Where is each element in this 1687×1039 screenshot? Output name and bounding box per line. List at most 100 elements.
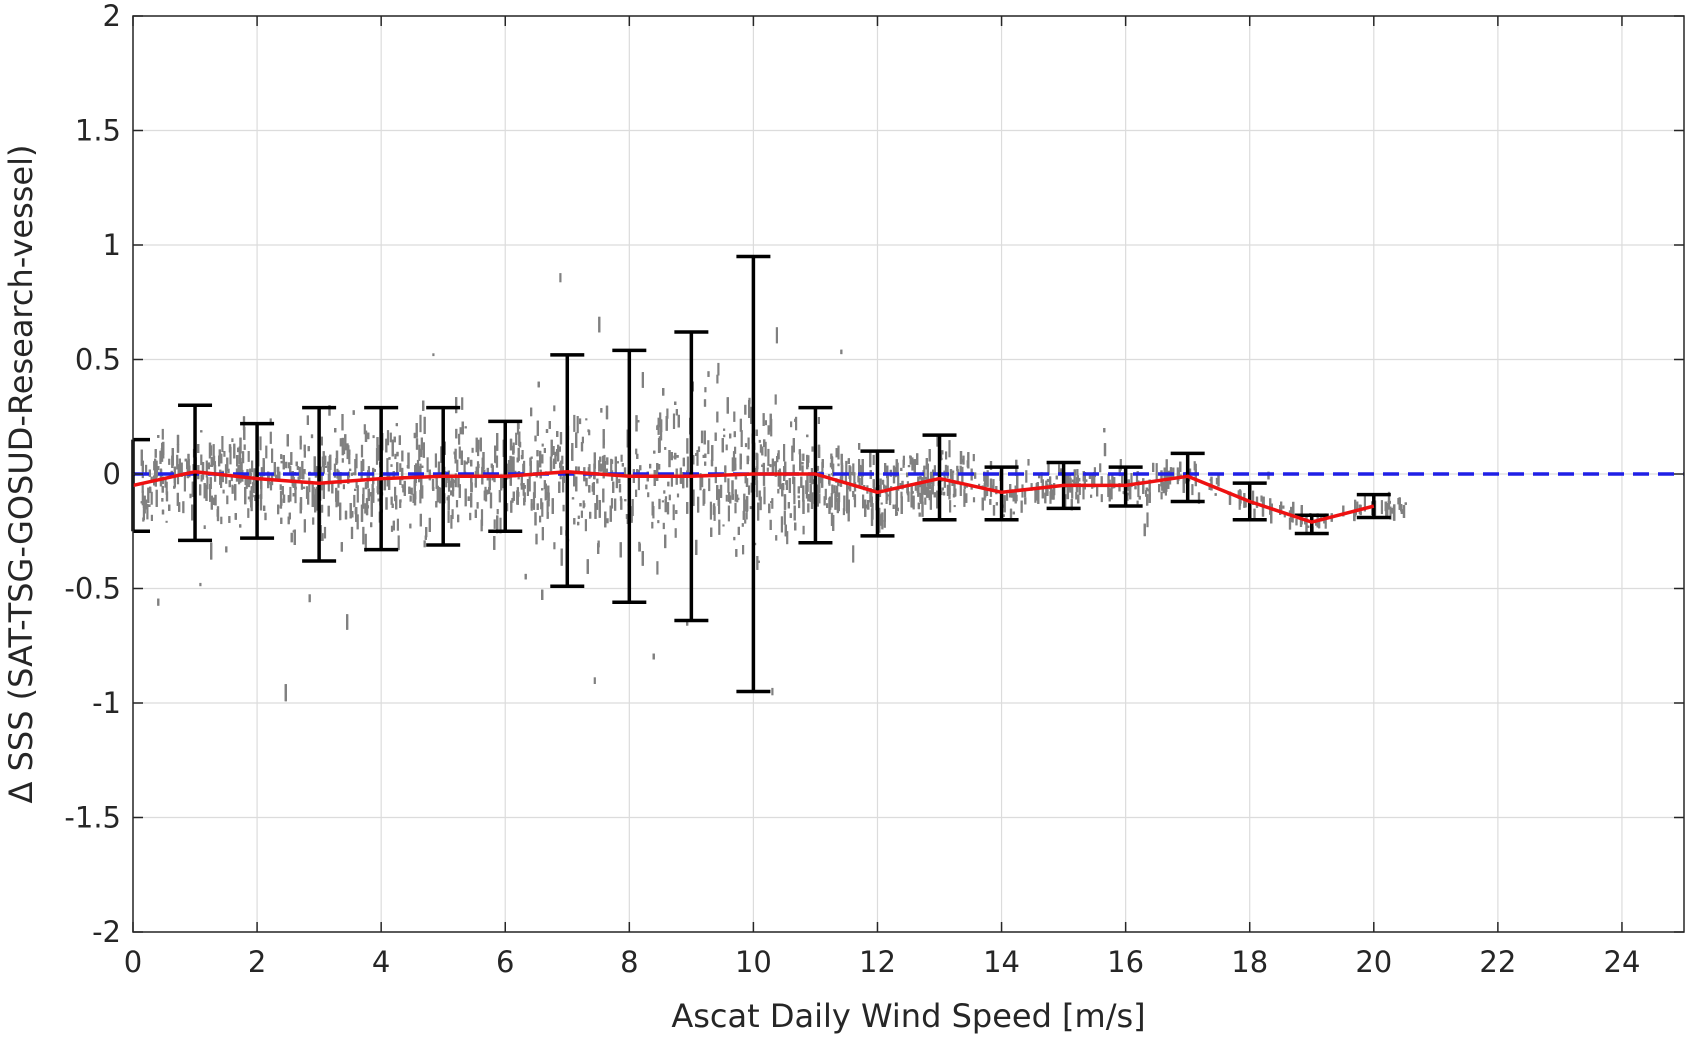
- scatter-point: [161, 428, 164, 440]
- scatter-point: [208, 442, 212, 459]
- scatter-point: [928, 494, 931, 501]
- scatter-point: [290, 532, 293, 543]
- scatter-point: [1142, 478, 1145, 494]
- scatter-point: [717, 489, 720, 506]
- scatter-point: [583, 503, 586, 507]
- scatter-point: [707, 371, 710, 377]
- scatter-point: [408, 486, 411, 494]
- scatter-point: [748, 400, 751, 418]
- scatter-point: [810, 492, 814, 509]
- scatter-point: [798, 449, 801, 455]
- scatter-point: [831, 484, 834, 495]
- scatter-point: [774, 394, 777, 405]
- scatter-point: [396, 451, 399, 457]
- scatter-point: [437, 461, 441, 478]
- scatter-point: [602, 429, 605, 445]
- scatter-point: [1088, 475, 1092, 479]
- scatter-point: [1228, 491, 1232, 505]
- scatter-point: [296, 466, 299, 470]
- scatter-point: [793, 477, 796, 495]
- scatter-point: [823, 496, 826, 506]
- scatter-point: [768, 503, 771, 514]
- scatter-point: [144, 499, 148, 508]
- scatter-point: [377, 498, 380, 502]
- scatter-point: [176, 492, 179, 506]
- scatter-point: [457, 514, 460, 523]
- scatter-point: [686, 621, 689, 626]
- scatter-point: [479, 437, 482, 452]
- scatter-point: [1168, 470, 1171, 483]
- scatter-point: [700, 430, 704, 444]
- y-tick-label: -1.5: [64, 801, 121, 835]
- scatter-point: [666, 408, 669, 419]
- scatter-point: [735, 549, 738, 557]
- scatter-point: [746, 455, 749, 465]
- scatter-point: [392, 520, 395, 531]
- scatter-point: [579, 503, 582, 507]
- scatter-point: [341, 414, 344, 431]
- scatter-point: [445, 472, 448, 488]
- scatter-point: [420, 437, 423, 450]
- scatter-point: [944, 464, 948, 475]
- scatter-point: [273, 462, 276, 477]
- scatter-point: [230, 475, 233, 482]
- scatter-point: [828, 497, 831, 514]
- scatter-point: [534, 435, 537, 442]
- scatter-point: [142, 517, 145, 522]
- scatter-point: [376, 437, 379, 447]
- scatter-point: [275, 474, 278, 481]
- scatter-point: [1126, 492, 1129, 501]
- scatter-point: [789, 513, 792, 518]
- scatter-point: [719, 484, 723, 498]
- scatter-point: [259, 494, 263, 511]
- scatter-point: [546, 501, 549, 519]
- scatter-point: [1148, 479, 1151, 497]
- scatter-point: [456, 459, 459, 472]
- scatter-point: [212, 497, 215, 505]
- scatter-point: [284, 684, 287, 702]
- scatter-point: [477, 439, 480, 450]
- scatter-point: [165, 491, 169, 502]
- scatter-point: [711, 445, 714, 461]
- scatter-point: [664, 496, 668, 500]
- scatter-point: [206, 463, 209, 469]
- scatter-point: [972, 497, 976, 503]
- scatter-point: [1318, 517, 1321, 529]
- scatter-point: [320, 436, 323, 446]
- scatter-point: [1090, 494, 1093, 498]
- scatter-point: [269, 418, 272, 426]
- scatter-point: [821, 471, 824, 488]
- scatter-point: [482, 452, 485, 469]
- scatter-point: [229, 446, 232, 465]
- scatter-point: [214, 494, 217, 506]
- scatter-point: [831, 456, 834, 470]
- scatter-point: [319, 525, 322, 541]
- scatter-point: [1177, 470, 1180, 479]
- scatter-point: [461, 397, 464, 410]
- scatter-point: [927, 485, 930, 498]
- x-tick-label: 18: [1231, 945, 1268, 979]
- scatter-point: [324, 455, 327, 465]
- scatter-point: [355, 453, 358, 469]
- scatter-point: [243, 427, 246, 440]
- scatter-point: [658, 464, 661, 470]
- scatter-point: [339, 472, 342, 485]
- scatter-point: [547, 492, 550, 501]
- scatter-point: [762, 413, 765, 426]
- scatter-point: [560, 548, 563, 566]
- scatter-point: [157, 435, 160, 438]
- scatter-point: [776, 456, 779, 463]
- scatter-point: [340, 542, 343, 552]
- scatter-point: [422, 400, 425, 411]
- scatter-point: [1138, 495, 1141, 500]
- scatter-point: [635, 448, 638, 455]
- scatter-point: [1110, 483, 1113, 500]
- scatter-point: [686, 470, 689, 488]
- scatter-point: [886, 465, 889, 479]
- scatter-point: [1046, 478, 1049, 483]
- scatter-point: [897, 474, 900, 491]
- scatter-point: [488, 474, 491, 490]
- scatter-point: [1145, 490, 1148, 497]
- scatter-point: [809, 475, 812, 484]
- scatter-point: [926, 463, 929, 481]
